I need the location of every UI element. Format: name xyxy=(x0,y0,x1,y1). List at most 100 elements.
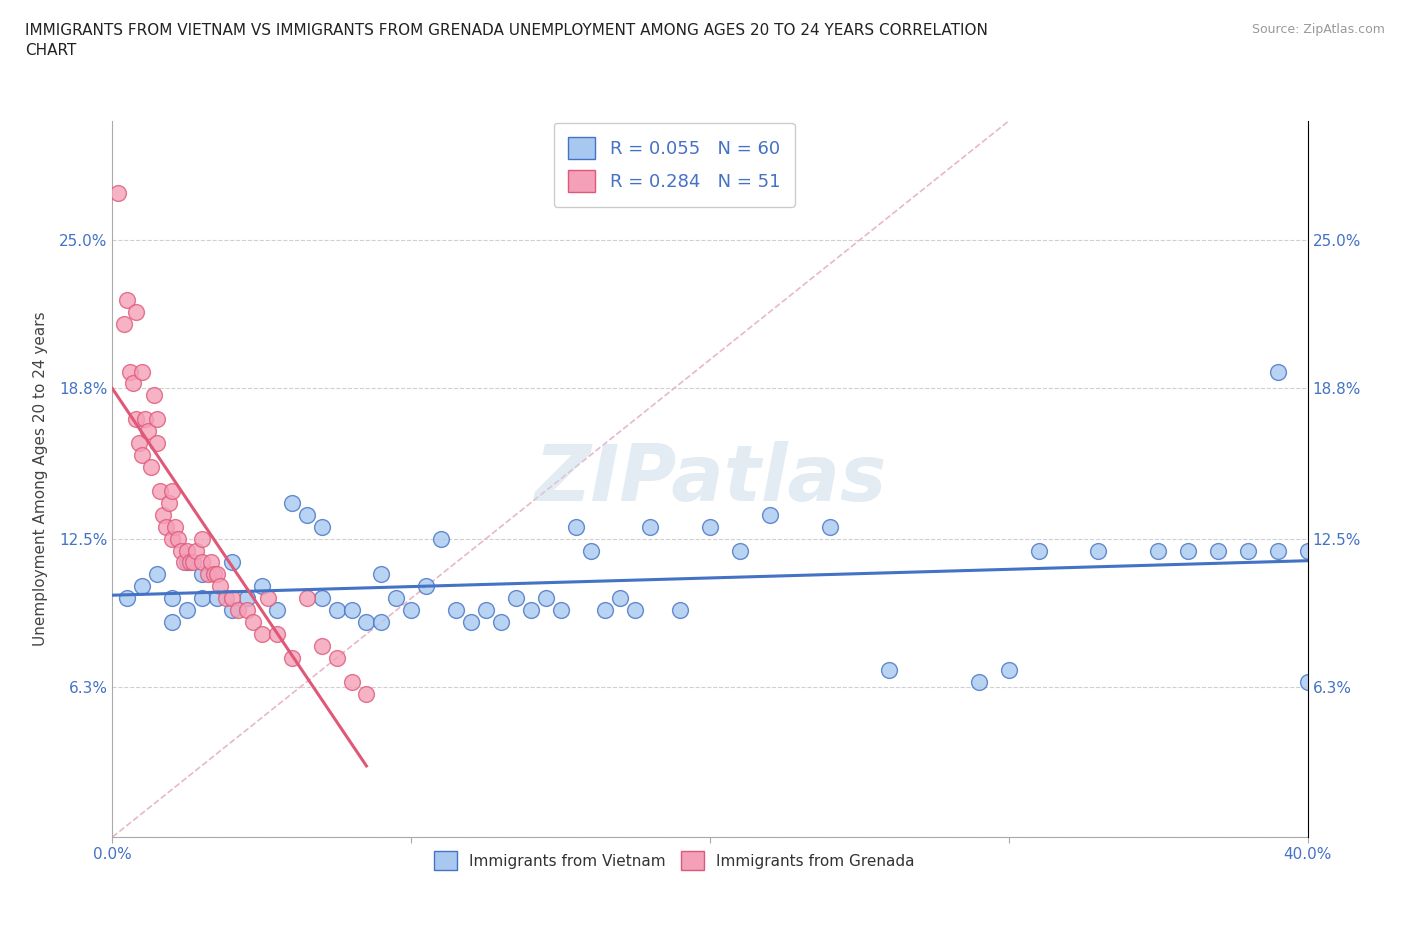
Point xyxy=(221,603,243,618)
Point xyxy=(125,304,148,319)
Point xyxy=(176,543,198,558)
Point xyxy=(520,603,543,618)
Point xyxy=(120,365,142,379)
Point xyxy=(186,543,208,558)
Point xyxy=(191,555,214,570)
Point xyxy=(728,543,751,558)
Point xyxy=(460,615,482,630)
Point xyxy=(242,615,264,630)
Point xyxy=(1296,674,1319,689)
Point xyxy=(157,496,180,511)
Point xyxy=(125,412,148,427)
Point xyxy=(475,603,498,618)
Point xyxy=(370,567,392,582)
Point xyxy=(489,615,512,630)
Point xyxy=(1028,543,1050,558)
Point xyxy=(1206,543,1229,558)
Point xyxy=(385,591,408,605)
Point xyxy=(430,531,453,546)
Point xyxy=(818,519,841,534)
Point xyxy=(165,519,187,534)
Point xyxy=(205,591,228,605)
Point xyxy=(155,519,177,534)
Point xyxy=(179,555,201,570)
Point xyxy=(281,496,304,511)
Point xyxy=(200,555,222,570)
Point xyxy=(202,567,225,582)
Point xyxy=(340,674,363,689)
Point xyxy=(167,531,190,546)
Point xyxy=(146,435,169,451)
Point xyxy=(114,316,135,331)
Point xyxy=(236,603,259,618)
Point xyxy=(191,531,214,546)
Point xyxy=(257,591,280,605)
Point xyxy=(236,591,259,605)
Point xyxy=(173,555,195,570)
Point xyxy=(134,412,156,427)
Point xyxy=(131,447,153,462)
Point xyxy=(122,376,145,391)
Point xyxy=(356,686,378,701)
Point xyxy=(221,591,243,605)
Point xyxy=(340,603,363,618)
Y-axis label: Unemployment Among Ages 20 to 24 years: Unemployment Among Ages 20 to 24 years xyxy=(34,312,48,646)
Point xyxy=(149,484,172,498)
Point xyxy=(162,591,183,605)
Point xyxy=(191,567,214,582)
Point xyxy=(1296,543,1319,558)
Point xyxy=(162,531,183,546)
Point xyxy=(250,627,273,642)
Point xyxy=(197,567,219,582)
Point xyxy=(998,662,1021,677)
Point xyxy=(295,508,318,523)
Point xyxy=(624,603,647,618)
Point xyxy=(215,591,238,605)
Point xyxy=(250,578,273,594)
Point xyxy=(266,627,288,642)
Text: IMMIGRANTS FROM VIETNAM VS IMMIGRANTS FROM GRENADA UNEMPLOYMENT AMONG AGES 20 TO: IMMIGRANTS FROM VIETNAM VS IMMIGRANTS FR… xyxy=(25,23,988,58)
Point xyxy=(295,591,318,605)
Point xyxy=(191,591,214,605)
Point xyxy=(1237,543,1260,558)
Point xyxy=(152,508,174,523)
Point xyxy=(669,603,692,618)
Point xyxy=(117,591,139,605)
Point xyxy=(128,435,150,451)
Point xyxy=(640,519,662,534)
Text: ZIPatlas: ZIPatlas xyxy=(534,441,886,517)
Point xyxy=(609,591,631,605)
Point xyxy=(138,424,160,439)
Point xyxy=(311,591,333,605)
Point xyxy=(1267,543,1289,558)
Point xyxy=(162,484,183,498)
Point xyxy=(325,603,347,618)
Point xyxy=(595,603,617,618)
Legend: Immigrants from Vietnam, Immigrants from Grenada: Immigrants from Vietnam, Immigrants from… xyxy=(427,845,921,876)
Point xyxy=(401,603,423,618)
Point xyxy=(1147,543,1170,558)
Point xyxy=(146,567,169,582)
Point xyxy=(209,578,232,594)
Point xyxy=(226,603,249,618)
Point xyxy=(879,662,901,677)
Point xyxy=(534,591,557,605)
Point xyxy=(356,615,378,630)
Point xyxy=(415,578,437,594)
Point xyxy=(146,412,169,427)
Point xyxy=(444,603,467,618)
Point xyxy=(170,543,193,558)
Point xyxy=(1177,543,1199,558)
Point xyxy=(370,615,392,630)
Text: Source: ZipAtlas.com: Source: ZipAtlas.com xyxy=(1251,23,1385,36)
Point xyxy=(281,651,304,666)
Point xyxy=(579,543,602,558)
Point xyxy=(699,519,721,534)
Point xyxy=(564,519,586,534)
Point xyxy=(117,292,139,307)
Point xyxy=(181,555,204,570)
Point xyxy=(221,555,243,570)
Point xyxy=(325,651,347,666)
Point xyxy=(1087,543,1109,558)
Point xyxy=(107,185,129,200)
